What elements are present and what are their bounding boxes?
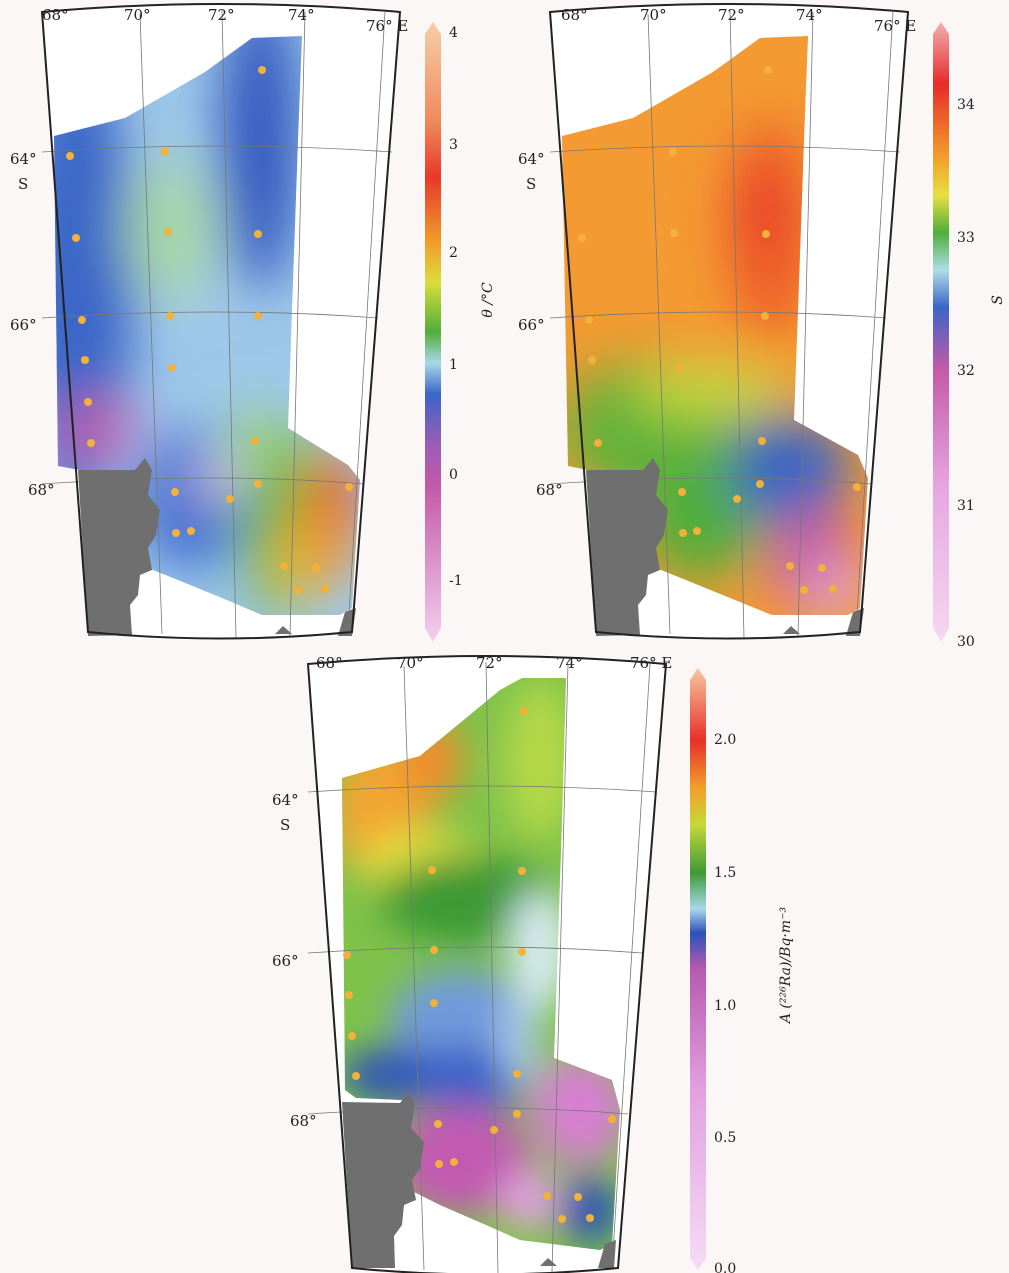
antarctic-land	[78, 458, 160, 636]
colorbar-tick: 2	[449, 245, 458, 261]
land-fragment	[540, 1258, 557, 1266]
colorbar-tick: 31	[957, 498, 975, 514]
colorbar-tick: -1	[449, 573, 463, 589]
colorbar-salinity: 34 33 32 31 30 S	[933, 22, 1006, 650]
map-frame	[548, 3, 910, 640]
graticule	[307, 661, 657, 1273]
colorbar-title: A (²²⁶Ra)/Bq·m⁻³	[778, 907, 794, 1026]
colorbar-tick: 33	[957, 230, 975, 246]
lon-label: 70°	[640, 6, 667, 24]
land-fragment	[783, 626, 800, 634]
graticule	[549, 9, 901, 639]
colorbar-tick: 1	[449, 357, 458, 373]
colorbar-radium: 2.0 1.5 1.0 0.5 0.0 A (²²⁶Ra)/Bq·m⁻³	[690, 668, 794, 1273]
lon-label: 74°	[556, 654, 583, 672]
colorbar-title: S	[990, 295, 1006, 305]
lon-label: 70°	[124, 6, 151, 24]
lat-label: 66°	[10, 316, 37, 334]
colorbar-tick: 30	[957, 634, 975, 650]
antarctic-land	[586, 458, 668, 636]
colorbar-tick: 34	[957, 97, 975, 113]
lon-label: 76° E	[874, 17, 916, 35]
lon-label: 74°	[796, 6, 823, 24]
colorbar-tick: 0.0	[714, 1261, 736, 1273]
lat-label: S	[18, 175, 28, 193]
lat-label: 66°	[272, 952, 299, 970]
station-markers	[343, 707, 616, 1223]
lon-label: 68°	[561, 6, 588, 24]
lat-label: 68°	[28, 481, 55, 499]
map-frame	[306, 655, 668, 1273]
lon-label: 70°	[397, 654, 424, 672]
colorbar-theta: 4 3 2 1 0 -1 θ /°C	[425, 22, 496, 642]
lon-label: 74°	[288, 6, 315, 24]
lon-label: 68°	[316, 654, 343, 672]
colorbar-tick: 0	[449, 467, 458, 483]
map-frame	[40, 3, 402, 640]
colorbar-tick: 4	[449, 25, 458, 41]
land-fragment	[275, 626, 292, 634]
colorbar-tick: 1.5	[714, 865, 736, 881]
colorbar-tick: 0.5	[714, 1130, 736, 1146]
lat-label: 66°	[518, 316, 545, 334]
colorbar-tick: 1.0	[714, 998, 736, 1014]
map-theta: 68° 70° 72° 74° 76° E 64° S 66° 68° 4 3 …	[10, 3, 496, 642]
lat-label: 68°	[290, 1112, 317, 1130]
colorbar-tick: 3	[449, 137, 458, 153]
lon-label: 76° E	[630, 654, 672, 672]
lat-label: S	[280, 816, 290, 834]
land-fragment	[598, 1240, 616, 1268]
lon-label: 76° E	[366, 17, 408, 35]
station-markers	[578, 66, 861, 594]
lat-label: 64°	[518, 150, 545, 168]
colorbar-tick: 32	[957, 363, 975, 379]
map-radium: 68° 70° 72° 74° 76° E 64° S 66° 68° 2.0 …	[272, 654, 794, 1273]
colorbar-title: θ /°C	[480, 282, 496, 318]
lat-label: 64°	[272, 791, 299, 809]
lon-label: 72°	[718, 6, 745, 24]
colorbar-tick: 2.0	[714, 732, 736, 748]
lon-label: 68°	[42, 6, 69, 24]
station-markers	[66, 66, 353, 594]
lon-label: 72°	[208, 6, 235, 24]
lat-label: 64°	[10, 150, 37, 168]
lat-label: 68°	[536, 481, 563, 499]
lat-label: S	[526, 175, 536, 193]
antarctic-land	[342, 1092, 424, 1268]
map-salinity: 68° 70° 72° 74° 76° E 64° S 66° 68° 34 3…	[518, 3, 1006, 650]
lon-label: 72°	[476, 654, 503, 672]
radium-field	[342, 678, 620, 1250]
